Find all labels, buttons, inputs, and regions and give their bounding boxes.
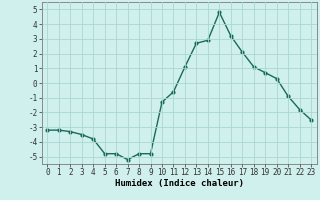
X-axis label: Humidex (Indice chaleur): Humidex (Indice chaleur) [115,179,244,188]
